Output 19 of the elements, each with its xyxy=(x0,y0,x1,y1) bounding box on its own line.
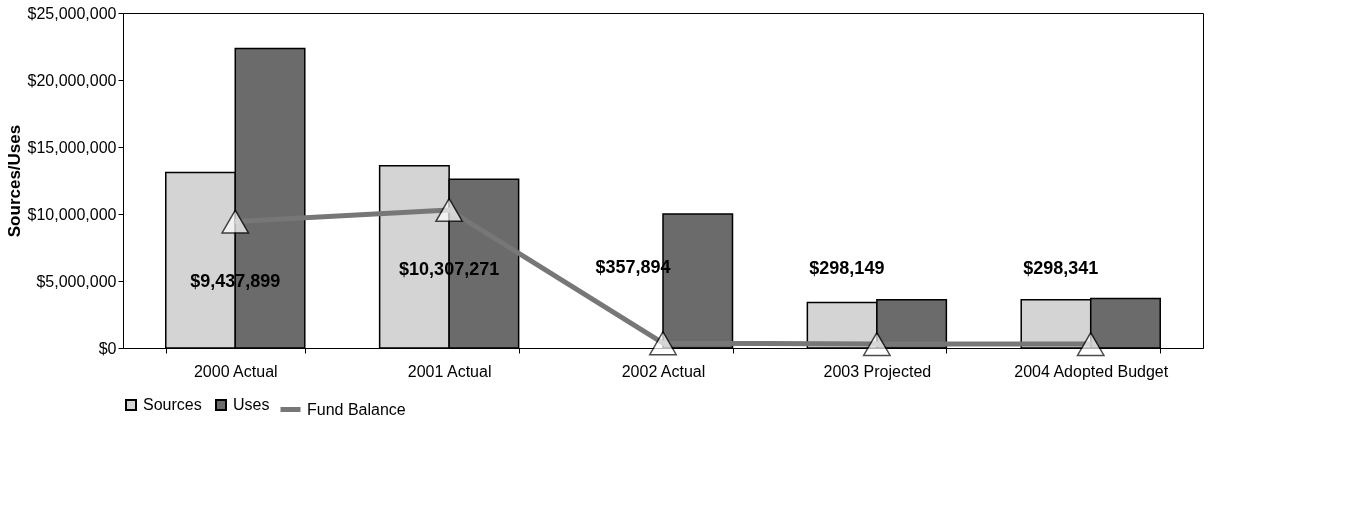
x-tick-label: 2003 Projected xyxy=(823,362,932,380)
y-tick-label: $25,000,000 xyxy=(27,4,117,22)
x-tick-label: 2004 Adopted Budget xyxy=(1014,362,1169,380)
y-tick-label: $0 xyxy=(98,339,117,357)
legend-label: Sources xyxy=(143,396,202,413)
y-tick-label: $15,000,000 xyxy=(27,138,117,156)
legend-label: Fund Balance xyxy=(307,400,406,418)
y-tick-label: $10,000,000 xyxy=(27,205,117,223)
data-label: $298,341 xyxy=(1023,258,1099,278)
x-tick-label: 2001 Actual xyxy=(407,362,492,380)
y-axis-title: Sources/Uses xyxy=(4,124,24,238)
y-tick-label: $5,000,000 xyxy=(36,272,117,290)
y-tick-label: $20,000,000 xyxy=(27,71,117,89)
data-label: $298,149 xyxy=(809,258,885,278)
data-label: $9,437,899 xyxy=(190,270,281,291)
x-tick-label: 2002 Actual xyxy=(621,362,706,380)
legend-label: Uses xyxy=(233,396,270,413)
x-tick-label: 2000 Actual xyxy=(193,362,278,380)
data-label: $10,307,271 xyxy=(399,258,500,279)
